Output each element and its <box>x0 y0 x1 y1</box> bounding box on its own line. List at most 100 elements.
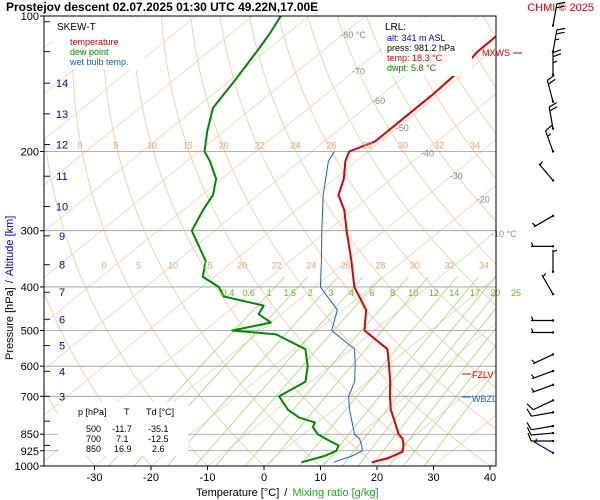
mixing-label-top: 34 <box>470 141 480 151</box>
isotherm <box>44 16 253 186</box>
mixing-label-low: 20 <box>490 288 500 298</box>
series-temperatureline <box>337 34 496 464</box>
barb-staff <box>538 163 554 181</box>
altitude-tick-label: 9 <box>59 231 65 243</box>
barb-half-flag <box>547 133 552 137</box>
barb-base <box>551 214 555 218</box>
x-tick-label: 40 <box>484 472 496 484</box>
isotherm-label: -10 °C <box>491 229 517 239</box>
barb-base <box>551 383 555 386</box>
barb-base <box>551 369 555 373</box>
isotherm-label: -70 <box>352 67 365 77</box>
mixing-label-mid: 28 <box>375 261 385 271</box>
mixing-label-mid: 26 <box>341 261 351 271</box>
barb-staff <box>541 274 554 295</box>
wind-barb <box>531 353 555 365</box>
wind-barb <box>546 74 556 103</box>
chart-title: Prostejov descent 02.07.2025 01:30 UTC 4… <box>6 0 318 14</box>
isotherm-label: -40 <box>421 148 434 158</box>
mixing-label-mid: 34 <box>479 261 489 271</box>
mixing-label-low: 1.5 <box>283 288 296 298</box>
x-tick-label: 30 <box>427 472 439 484</box>
legend-title: SKEW-T <box>57 22 96 33</box>
legend: SKEW-T temperature dew point wet bulb te… <box>52 18 144 70</box>
altitude-tick-label: 12 <box>56 140 68 152</box>
wind-barb <box>526 399 555 411</box>
mixing-label-low: 12 <box>429 288 439 298</box>
copyright: CHMI © 2025 <box>527 2 594 14</box>
mixing-label-top: 15 <box>183 141 193 151</box>
x-tick-label: 0 <box>261 472 267 484</box>
altitude-tick-label: 10 <box>56 201 68 213</box>
pressure-tick-label: 1000 <box>15 461 39 473</box>
barb-staff <box>532 399 554 411</box>
table-cell: -11.7 <box>112 424 132 434</box>
mixing-label-mid: 20 <box>237 261 247 271</box>
dry-adiabat <box>248 16 496 389</box>
isotherm <box>376 368 496 466</box>
wind-barb <box>551 1 566 27</box>
mixing-label-mid: 5 <box>136 261 141 271</box>
isotherm <box>44 93 496 462</box>
wind-barb <box>530 328 555 334</box>
wind-barb <box>551 27 566 53</box>
mixing-ratio-line <box>357 292 496 466</box>
barb-half-flag <box>554 38 560 41</box>
barb-base <box>551 150 555 153</box>
lrl-temp: temp: 18.3 °C <box>387 53 443 63</box>
plot-frame <box>43 15 497 467</box>
isotherm <box>44 16 310 232</box>
mixing-ratio-line <box>388 327 496 466</box>
mxws-label: MXWS <box>482 48 510 58</box>
mixing-ratio-line <box>215 276 382 466</box>
altitude-tick-label: 14 <box>56 78 68 90</box>
table-header-p: p [hPa] <box>78 407 107 417</box>
barb-flag <box>545 124 553 132</box>
barb-flag <box>552 53 562 58</box>
barb-flag <box>556 1 566 5</box>
barb-flag <box>556 31 565 35</box>
isotherm <box>207 230 496 466</box>
isotherm-label: -60 <box>372 96 385 106</box>
barb-flag <box>547 78 556 85</box>
barb-flag <box>552 49 562 54</box>
barb-base <box>551 411 555 414</box>
table-bg <box>58 402 188 456</box>
dry-adiabat <box>365 16 496 222</box>
plot-series <box>190 16 496 464</box>
barb-base <box>551 424 555 428</box>
mixing-ratio-line <box>194 276 364 466</box>
barb-half-flag <box>530 316 534 321</box>
mixing-label-mid: 10 <box>168 261 178 271</box>
table-cell: -12.5 <box>148 434 169 444</box>
wind-barb <box>551 49 562 76</box>
mixing-label-low: 1 <box>267 288 272 298</box>
mixing-label-mid: 22 <box>272 261 282 271</box>
barb-half-flag <box>542 273 547 278</box>
mixing-ratio-line <box>423 369 496 466</box>
pressure-tick-label: 300 <box>21 226 39 238</box>
mixing-ratio-line <box>267 276 429 466</box>
altitude-tick-label: 8 <box>59 260 65 272</box>
barb-base <box>551 24 555 27</box>
barb-staff <box>533 215 554 228</box>
dry-adiabat <box>307 16 496 306</box>
legend-dewpoint: dew point <box>70 47 109 57</box>
barb-base <box>551 439 555 443</box>
legend-bg <box>52 18 144 70</box>
lrl-dwpt: dwpt: 5.8 °C <box>387 63 437 73</box>
table-cell: 16.9 <box>114 444 132 454</box>
barb-base <box>551 353 555 356</box>
wind-barb <box>538 161 555 182</box>
mixing-label-mid: 30 <box>410 261 420 271</box>
mixing-label-top: 10 <box>147 141 157 151</box>
wind-barb <box>551 249 558 273</box>
mixing-ratio-line <box>371 307 496 466</box>
mixing-ratio-line <box>323 276 479 466</box>
table-cell: -35.1 <box>148 424 169 434</box>
barb-staff <box>531 425 554 431</box>
table-cell: 850 <box>86 444 101 454</box>
legend-wetbulb: wet bulb temp. <box>69 57 129 67</box>
barb-staff <box>531 411 554 417</box>
isotherm-label: -20 <box>477 195 490 205</box>
